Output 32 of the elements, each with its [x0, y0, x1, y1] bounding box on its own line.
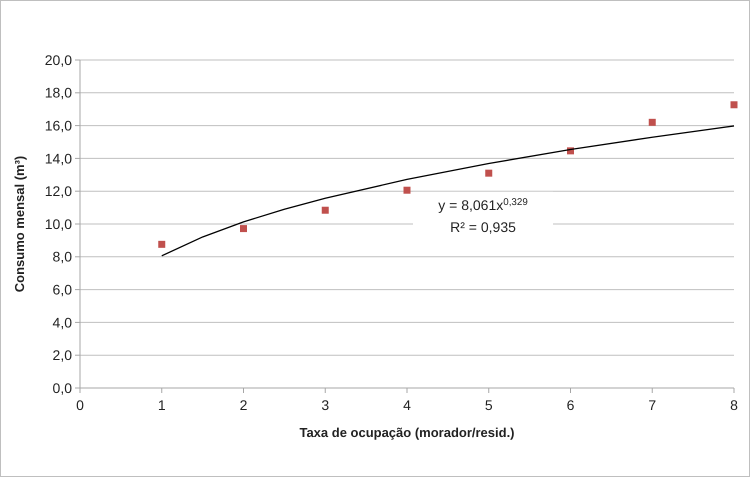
annotation: R² = 0,935: [450, 218, 516, 235]
y-tick-label: 0,0: [52, 380, 72, 396]
point: [648, 118, 656, 126]
y-tick-label: 16,0: [44, 118, 72, 134]
x-tick-label: 7: [648, 397, 656, 413]
x-tick-label: 8: [730, 397, 738, 413]
x-tick-label: 6: [566, 397, 575, 413]
y-tick-label: 10,0: [44, 216, 72, 232]
line-series: [161, 125, 735, 256]
x-tick-label: 5: [484, 397, 493, 413]
x-tick-label: 2: [240, 397, 248, 413]
y-tick-label: 4,0: [52, 314, 72, 330]
y-tick-label: 12,0: [44, 183, 72, 200]
x-tick-label: 3: [321, 397, 330, 413]
point: [404, 186, 410, 194]
x-tick-label: 0: [76, 397, 84, 413]
y-tick-label: 18,0: [44, 84, 72, 101]
point: [158, 240, 166, 248]
y-tick-label: 14,0: [44, 150, 72, 166]
y-tick-label: 2,0: [52, 347, 72, 364]
point: [322, 206, 329, 214]
y-tick-label: 6,0: [52, 282, 72, 298]
point: [240, 225, 247, 232]
point: [485, 170, 492, 177]
point: [730, 101, 738, 108]
x-tick-label: 1: [158, 397, 166, 413]
y-axis-title: Consumo mensal (m³): [12, 156, 27, 292]
y-tick-label: 8,0: [52, 248, 72, 265]
x-axis-title: Taxa de ocupação (morador/resid.): [299, 425, 515, 440]
x-tick-label: 4: [403, 397, 412, 413]
annotation: y = 8,061x$^{0,329}$: [438, 196, 528, 213]
y-tick-label: 20,0: [44, 52, 72, 68]
